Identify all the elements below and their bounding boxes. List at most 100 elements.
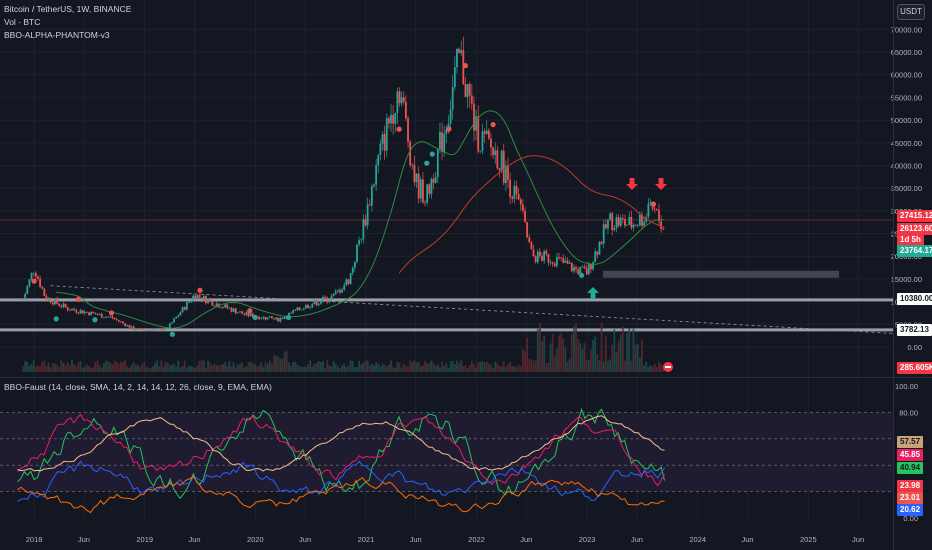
candle-body (45, 296, 48, 300)
y-tick-label: 35000.00 (891, 184, 922, 193)
volume-bar (649, 365, 652, 372)
signal-dot (429, 151, 435, 157)
candle-body (73, 308, 76, 311)
candle-body (296, 307, 299, 311)
volume-bar (604, 336, 607, 372)
volume-bar (475, 367, 477, 372)
volume-bar (624, 360, 626, 372)
candle-body (543, 251, 546, 261)
volume-bar (662, 365, 665, 372)
volume-bar (107, 360, 110, 372)
candle-body (83, 311, 86, 314)
indicator-label[interactable]: BBO-ALPHA-PHANTOM-v3 (4, 30, 110, 40)
volume-bar (194, 367, 197, 372)
volume-bar (281, 358, 284, 372)
candle-body (28, 279, 31, 287)
candle-body (305, 304, 307, 309)
volume-bar (151, 366, 154, 372)
candle-body (602, 224, 605, 244)
volume-bar (294, 361, 297, 372)
volume-bar (222, 363, 224, 372)
signal-dot (108, 310, 115, 316)
candle-body (453, 67, 456, 88)
volume-bar (160, 360, 163, 372)
candle-body (188, 301, 190, 303)
candle-body (430, 178, 433, 194)
volume-bar (653, 363, 656, 372)
volume-bar (458, 363, 460, 372)
volume-label[interactable]: Vol · BTC (4, 17, 41, 27)
y-tick-label: 40000.00 (891, 161, 922, 170)
osc-y-tick-label: 80.00 (899, 408, 918, 417)
candle-body (192, 295, 195, 301)
candle-body (132, 326, 135, 330)
volume-bar (239, 364, 241, 372)
candle-body (228, 307, 231, 309)
candle-body (198, 295, 201, 298)
candle-body (566, 260, 569, 264)
candle-body (521, 204, 524, 211)
y-tick-label: 65000.00 (891, 48, 922, 57)
candle-body (258, 317, 261, 320)
volume-bar (626, 332, 629, 372)
volume-bar (336, 366, 339, 372)
candle-body (573, 267, 575, 272)
volume-bar (207, 360, 210, 372)
candle-body (530, 242, 533, 250)
volume-bar (392, 366, 395, 372)
volume-bar (339, 367, 341, 372)
signal-dot (424, 160, 430, 166)
volume-bar (322, 361, 324, 372)
volume-bar (71, 360, 73, 372)
volume-bar (468, 365, 471, 372)
oscillator-label[interactable]: BBO-Faust (14, close, SMA, 14, 2, 14, 14… (4, 382, 272, 392)
volume-bar (543, 335, 546, 372)
candle-body (279, 317, 282, 322)
volume-bar (296, 364, 299, 372)
volume-bar (632, 328, 635, 372)
candle-body (649, 202, 652, 204)
volume-bar (528, 358, 531, 372)
candle-body (107, 316, 110, 318)
candle-body (432, 178, 435, 183)
volume-bar (81, 367, 84, 372)
candle-body (41, 286, 44, 289)
candle-body (313, 299, 316, 305)
volume-bar (375, 362, 378, 372)
candle-body (628, 216, 631, 225)
candle-body (226, 304, 229, 309)
candle-body (345, 279, 348, 286)
volume-bar (449, 361, 452, 372)
volume-bar (51, 362, 54, 372)
candle-body (26, 286, 29, 294)
volume-bar (215, 365, 218, 372)
candle-body (268, 316, 271, 318)
candle-body (641, 214, 643, 226)
volume-bar (521, 349, 524, 372)
volume-bar (453, 363, 456, 372)
moving-average-green (56, 110, 665, 329)
osc-line-green (17, 407, 665, 500)
x-tick-label: Jun (741, 535, 753, 544)
volume-bar (217, 365, 220, 372)
symbol-title[interactable]: Bitcoin / TetherUS, 1W, BINANCE (4, 4, 132, 14)
currency-button[interactable]: USDT (897, 4, 925, 20)
candle-body (236, 312, 239, 314)
candle-body (51, 302, 54, 305)
y-tick-label: 70000.00 (891, 25, 922, 34)
volume-bar (300, 366, 303, 372)
volume-bar (66, 362, 69, 372)
volume-bar (619, 334, 622, 372)
volume-bar (330, 366, 333, 372)
volume-bar (90, 367, 93, 372)
candle-body (613, 228, 616, 231)
signal-dot (169, 331, 175, 337)
volume-bar (558, 335, 560, 372)
volume-bar (262, 367, 265, 372)
volume-bar (158, 366, 161, 372)
volume-bar (141, 363, 144, 372)
volume-bar (230, 366, 233, 372)
volume-bar (351, 361, 354, 372)
osc-value-tag: 45.85 (897, 449, 924, 461)
